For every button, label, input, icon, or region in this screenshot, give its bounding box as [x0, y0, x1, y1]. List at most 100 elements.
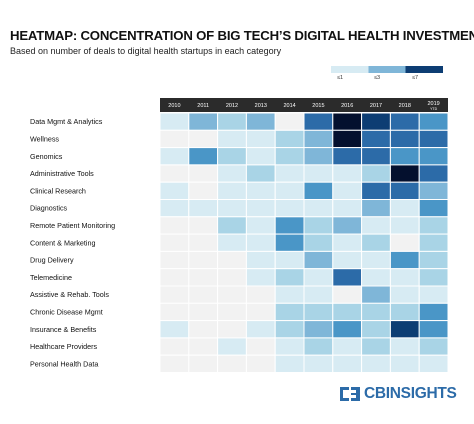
heatmap-cell: [245, 181, 276, 200]
heatmap-cell: [217, 320, 247, 339]
heatmap-cell: [332, 181, 363, 200]
heatmap-cell: [418, 233, 449, 252]
heatmap-cell: [332, 285, 363, 304]
heatmap-cell: [418, 199, 449, 218]
column-label: 2014: [283, 103, 295, 109]
heatmap-cell: [332, 250, 363, 270]
row-label: Wellness: [30, 134, 59, 143]
heatmap-cell: [361, 337, 391, 356]
column-header-band: [160, 98, 448, 112]
heatmap-cell: [361, 216, 391, 235]
heatmap-cell: [361, 250, 391, 270]
heatmap-cell: [159, 216, 190, 235]
heatmap-cell: [217, 199, 247, 218]
heatmap-cell: [159, 354, 190, 374]
heatmap-cell: [188, 250, 219, 270]
heatmap-cell: [361, 354, 391, 374]
heatmap-cell: [303, 233, 334, 252]
column-sublabel: YTD: [430, 107, 437, 111]
heatmap-cell: [188, 147, 219, 166]
heatmap-cell: [332, 112, 363, 131]
heatmap-cell: [389, 181, 420, 200]
heatmap-cell: [332, 216, 363, 235]
heatmap-cell: [245, 216, 276, 235]
heatmap-cell: [217, 250, 247, 270]
heatmap-cell: [159, 302, 190, 322]
heatmap-cell: [418, 320, 449, 339]
heatmap-cell: [418, 147, 449, 166]
heatmap-cell: [274, 199, 305, 218]
heatmap-cell: [361, 302, 391, 322]
legend-label-low: ≤1: [337, 75, 344, 81]
heatmap-cell: [332, 337, 363, 356]
heatmap-cell: [217, 112, 247, 131]
heatmap-cell: [245, 164, 276, 183]
heatmap-cell: [274, 268, 305, 287]
heatmap-cell: [245, 199, 276, 218]
heatmap-cell: [303, 216, 334, 235]
heatmap-cell: [418, 112, 449, 131]
heatmap-cell: [389, 216, 420, 235]
chart-title: HEATMAP: CONCENTRATION OF BIG TECH’S DIG…: [10, 28, 474, 43]
heatmap-cell: [245, 354, 276, 374]
heatmap-cell: [274, 354, 305, 374]
heatmap-cell: [389, 250, 420, 270]
heatmap-cell: [274, 129, 305, 149]
heatmap-cell: [217, 285, 247, 304]
row-label: Healthcare Providers: [30, 342, 98, 351]
heatmap-cell: [245, 250, 276, 270]
heatmap-cell: [245, 302, 276, 322]
column-label: 2012: [226, 103, 238, 109]
heatmap-cell: [274, 250, 305, 270]
heatmap-cell: [245, 129, 276, 149]
heatmap-cell: [159, 268, 190, 287]
heatmap-cell: [159, 320, 190, 339]
heatmap-cell: [217, 129, 247, 149]
heatmap-cell: [389, 268, 420, 287]
heatmap-cell: [245, 320, 276, 339]
heatmap-cell: [274, 233, 305, 252]
heatmap-cell: [274, 112, 305, 131]
column-label: 2018: [399, 103, 411, 109]
heatmap-cell: [217, 337, 247, 356]
row-label: Administrative Tools: [30, 169, 94, 178]
heatmap-cell: [159, 233, 190, 252]
heatmap-cell: [188, 302, 219, 322]
heatmap-cell: [332, 302, 363, 322]
heatmap-cell: [217, 164, 247, 183]
heatmap-cell: [389, 354, 420, 374]
heatmap-cell: [389, 337, 420, 356]
heatmap-cell: [303, 112, 334, 131]
heatmap-cell: [217, 354, 247, 374]
heatmap-cell: [159, 147, 190, 166]
heatmap-cell: [389, 302, 420, 322]
heatmap-cell: [188, 129, 219, 149]
heatmap-cell: [389, 320, 420, 339]
heatmap-cell: [188, 216, 219, 235]
heatmap-cell: [303, 199, 334, 218]
row-label: Genomics: [30, 152, 63, 161]
heatmap-cell: [274, 320, 305, 339]
heatmap-cell: [303, 337, 334, 356]
heatmap-cell: [332, 199, 363, 218]
heatmap-cell: [245, 147, 276, 166]
heatmap-cell: [217, 181, 247, 200]
heatmap-cell: [217, 302, 247, 322]
cb-logo-icon: [340, 387, 360, 401]
heatmap-cell: [159, 285, 190, 304]
chart-subtitle: Based on number of deals to digital heal…: [10, 46, 282, 56]
heatmap-cell: [361, 320, 391, 339]
heatmap-cell: [303, 268, 334, 287]
heatmap-cell: [245, 233, 276, 252]
heatmap-cell: [217, 147, 247, 166]
heatmap-cell: [303, 302, 334, 322]
heatmap-cell: [188, 112, 219, 131]
heatmap-cell: [274, 181, 305, 200]
heatmap-cell: [303, 320, 334, 339]
row-label: Diagnostics: [30, 204, 68, 213]
heatmap-cell: [159, 129, 190, 149]
heatmap-cell: [217, 268, 247, 287]
heatmap-cell: [389, 164, 420, 183]
heatmap-cell: [418, 250, 449, 270]
heatmap-cell: [159, 112, 190, 131]
